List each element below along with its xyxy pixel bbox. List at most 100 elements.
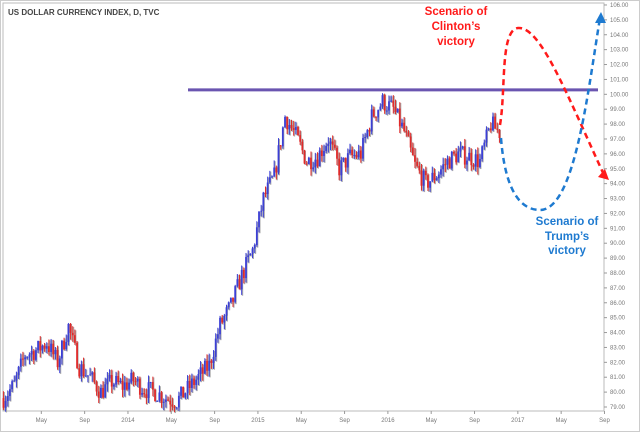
candle-up bbox=[401, 122, 403, 127]
candle-up bbox=[164, 399, 167, 402]
candle-up bbox=[9, 389, 11, 397]
candle-down bbox=[498, 129, 501, 139]
candle-down bbox=[160, 392, 163, 403]
candle-up bbox=[281, 127, 284, 147]
candle-up bbox=[186, 380, 189, 394]
candle-up bbox=[251, 248, 254, 254]
candle-down bbox=[383, 95, 386, 111]
y-tick-label: 81.00 bbox=[610, 375, 626, 381]
candle-up bbox=[208, 360, 211, 371]
candle-up bbox=[6, 396, 9, 401]
candle-down bbox=[359, 150, 362, 159]
candle-up bbox=[474, 154, 477, 167]
candle-down bbox=[470, 152, 473, 166]
candle-up bbox=[258, 211, 260, 228]
candle-up bbox=[357, 150, 360, 158]
candle-down bbox=[453, 151, 455, 154]
candle-down bbox=[414, 155, 416, 162]
y-tick-label: 87.00 bbox=[610, 286, 626, 292]
y-axis: 106.00 105.00 104.00 103.00 102.00 101.00 100.… bbox=[604, 3, 629, 411]
candle-up bbox=[262, 192, 265, 211]
candle-down bbox=[193, 378, 195, 385]
candle-down bbox=[299, 135, 302, 142]
svg-text:victory: victory bbox=[437, 36, 475, 48]
candles bbox=[2, 93, 501, 414]
y-tick-label: 93.00 bbox=[610, 197, 626, 203]
x-tick-label: May bbox=[296, 418, 307, 424]
candle-up bbox=[86, 375, 89, 377]
candle-down bbox=[455, 153, 458, 163]
candle-up bbox=[141, 393, 143, 395]
candle-up bbox=[128, 382, 130, 390]
candle-down bbox=[310, 157, 312, 170]
y-tick-label: 96.00 bbox=[610, 152, 626, 158]
candle-down bbox=[173, 406, 176, 408]
candle-down bbox=[110, 374, 113, 387]
candle-up bbox=[147, 382, 150, 398]
candle-up bbox=[30, 351, 33, 355]
candle-down bbox=[355, 154, 358, 158]
candle-down bbox=[275, 167, 278, 173]
candle-up bbox=[89, 374, 91, 376]
candle-up bbox=[457, 151, 460, 163]
candle-up bbox=[17, 366, 20, 376]
candle-up bbox=[37, 341, 39, 351]
candle-up bbox=[461, 146, 464, 149]
candle-up bbox=[149, 382, 152, 384]
x-tick-label: May bbox=[166, 418, 177, 424]
candle-up bbox=[214, 338, 217, 357]
candle-up bbox=[253, 245, 256, 249]
candle-up bbox=[13, 380, 16, 382]
candle-down bbox=[71, 332, 74, 336]
candle-down bbox=[489, 128, 492, 131]
y-tick-label: 91.00 bbox=[610, 226, 626, 232]
candle-up bbox=[479, 159, 481, 168]
svg-text:Scenario of: Scenario of bbox=[425, 6, 488, 18]
candle-up bbox=[225, 307, 228, 316]
candle-down bbox=[134, 381, 137, 383]
candle-down bbox=[375, 116, 377, 118]
candle-down bbox=[95, 381, 98, 392]
y-tick-label: 100.00 bbox=[610, 92, 629, 98]
candle-up bbox=[184, 393, 187, 398]
candle-up bbox=[366, 130, 369, 138]
candle-up bbox=[195, 379, 198, 385]
candle-up bbox=[342, 157, 345, 161]
candle-down bbox=[2, 398, 5, 408]
candle-up bbox=[19, 358, 22, 367]
plot-area bbox=[2, 2, 605, 412]
candle-up bbox=[396, 108, 399, 113]
y-tick-label: 94.00 bbox=[610, 182, 626, 188]
candle-up bbox=[15, 375, 18, 381]
candle-down bbox=[188, 380, 191, 388]
candle-up bbox=[450, 151, 453, 169]
candle-up bbox=[158, 392, 161, 401]
candle-down bbox=[154, 389, 156, 402]
candle-up bbox=[481, 146, 484, 160]
svg-text:Clinton’s: Clinton’s bbox=[432, 21, 481, 33]
candle-down bbox=[97, 391, 100, 398]
candle-down bbox=[93, 372, 96, 382]
candle-up bbox=[442, 164, 445, 170]
candle-down bbox=[398, 108, 401, 127]
candle-up bbox=[162, 401, 165, 403]
candle-up bbox=[255, 227, 258, 246]
candle-down bbox=[416, 161, 419, 166]
candle-up bbox=[483, 142, 486, 147]
candle-down bbox=[151, 382, 154, 390]
candle-up bbox=[212, 356, 215, 363]
candle-down bbox=[433, 172, 436, 181]
candle-up bbox=[323, 150, 325, 157]
candle-up bbox=[112, 384, 115, 387]
candle-up bbox=[362, 137, 364, 159]
candle-up bbox=[435, 178, 438, 181]
candle-down bbox=[125, 382, 128, 390]
y-tick-label: 85.00 bbox=[610, 316, 626, 322]
candle-up bbox=[199, 367, 202, 375]
candle-up bbox=[266, 182, 269, 195]
candle-down bbox=[418, 165, 421, 171]
y-tick-label: 82.00 bbox=[610, 360, 626, 366]
candle-down bbox=[78, 368, 81, 377]
candle-down bbox=[305, 163, 308, 165]
